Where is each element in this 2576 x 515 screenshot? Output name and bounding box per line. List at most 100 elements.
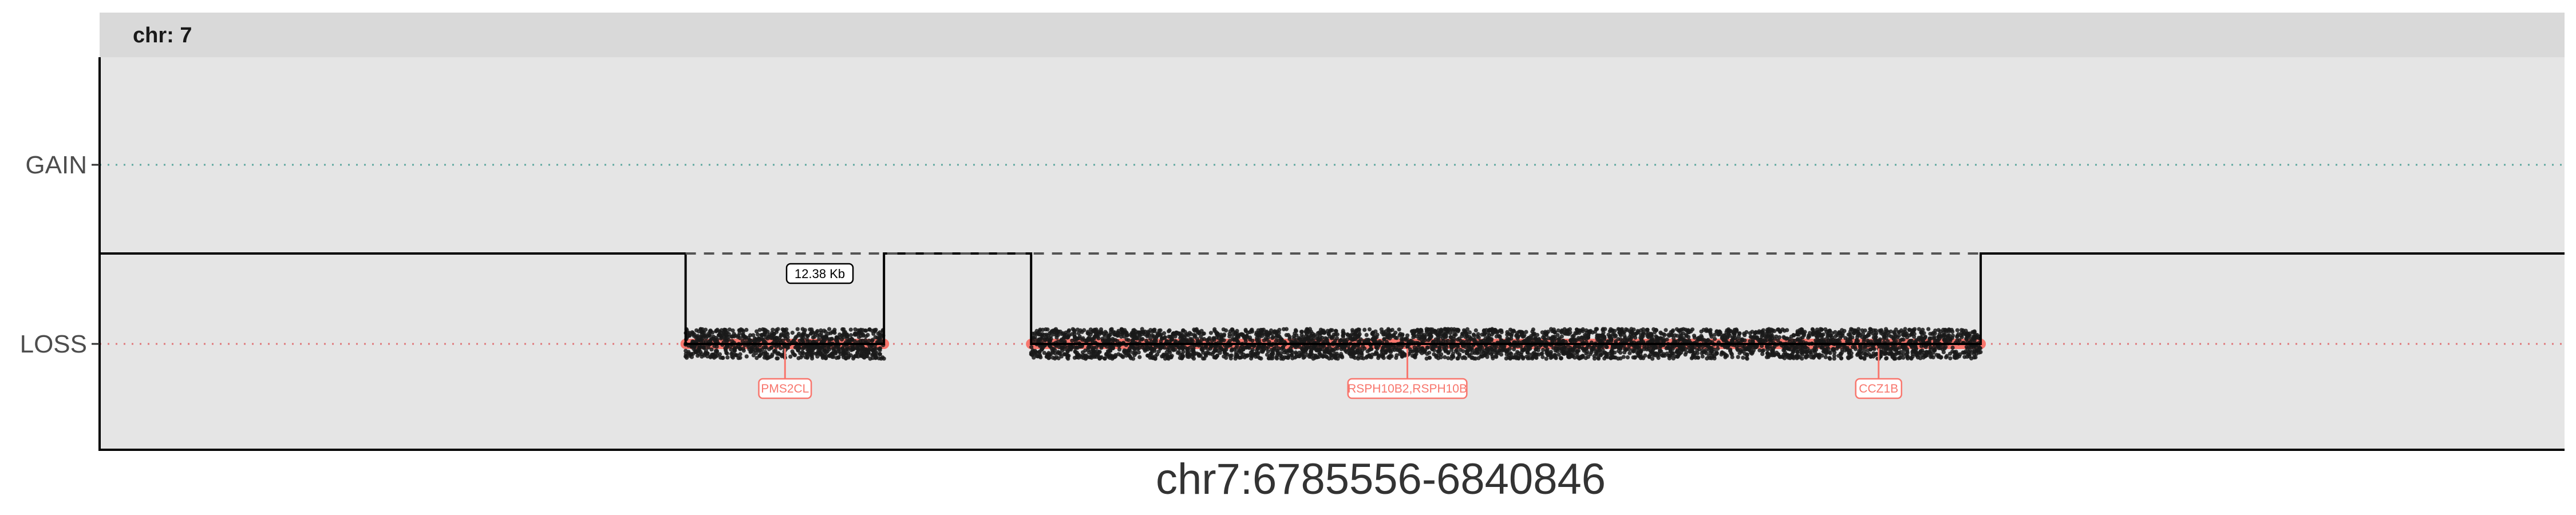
probe-point [1505,349,1510,354]
probe-point [1657,352,1661,357]
probe-point [1548,350,1553,354]
probe-point [1077,334,1082,339]
probe-point [1521,348,1526,352]
probe-point [878,348,882,352]
probe-point [744,336,748,340]
probe-point [1708,356,1712,360]
probe-point [1490,350,1494,355]
probe-point [1256,351,1261,355]
probe-point [1374,351,1378,356]
probe-point [702,330,706,335]
probe-point [1736,334,1741,339]
probe-point [1525,350,1530,355]
probe-point [1917,327,1921,331]
probe-point [1427,355,1432,360]
probe-point [686,350,691,354]
probe-point [1204,338,1210,343]
probe-point [756,332,760,337]
probe-point [1627,335,1632,339]
probe-point [1967,348,1972,352]
probe-point [1358,337,1363,342]
probe-point [1064,330,1068,335]
probe-point [1897,350,1901,355]
probe-point [1541,347,1546,352]
probe-point [800,346,805,351]
probe-point [817,337,821,342]
probe-point [724,351,729,355]
probe-point [758,352,762,357]
probe-point [1373,329,1378,334]
probe-point [1917,350,1922,355]
probe-point [1570,334,1575,339]
probe-point [1365,339,1370,343]
probe-point [1828,351,1832,355]
probe-point [1650,356,1655,361]
probe-point [1098,330,1103,335]
probe-point [761,339,766,344]
probe-point [1425,351,1429,356]
probe-point [1093,331,1098,336]
probe-point [1170,336,1175,341]
probe-point [1941,347,1945,352]
probe-point [704,348,708,353]
probe-point [1394,336,1399,340]
probe-point [840,327,845,332]
probe-point [1273,329,1277,334]
probe-point [1397,348,1402,353]
probe-point [856,347,860,352]
probe-point [1706,344,1711,349]
probe-point [727,327,732,332]
probe-point [1037,337,1041,342]
probe-point [1240,332,1245,337]
probe-point [1862,348,1867,353]
gene-label-text: RSPH10B2,RSPH10B [1348,382,1467,395]
probe-point [1677,347,1682,352]
probe-point [821,336,825,340]
probe-point [1530,329,1535,334]
probe-point [1054,333,1059,338]
probe-point [1494,354,1498,358]
probe-point [1456,344,1460,349]
probe-point [1124,353,1129,358]
probe-point [1494,344,1499,349]
probe-point [1243,329,1248,334]
probe-point [757,348,761,353]
probe-point [1325,328,1330,333]
x-axis-label: chr7:6785556-6840846 [1156,455,1606,504]
probe-point [1371,332,1376,337]
probe-point [1868,347,1873,352]
probe-point [1168,350,1172,355]
probe-point [1827,328,1832,333]
probe-point [775,356,779,360]
probe-point [1834,334,1838,339]
probe-point [1476,332,1480,336]
probe-point [1206,347,1211,352]
probe-point [700,352,704,356]
probe-point [873,354,878,358]
probe-point [1730,355,1735,359]
probe-point [1103,330,1108,334]
probe-point [698,327,703,332]
probe-point [1578,354,1583,359]
probe-point [1223,351,1228,356]
probe-point [824,354,829,359]
probe-point [1675,354,1680,359]
probe-point [1725,328,1729,332]
probe-point [1740,337,1745,342]
probe-point [1033,337,1037,342]
probe-point [1433,337,1438,342]
probe-point [1186,349,1191,354]
probe-point [1645,347,1649,352]
probe-point [715,327,720,332]
probe-point [1199,338,1204,342]
probe-point [1813,350,1818,355]
probe-point [1513,344,1518,348]
probe-point [1736,355,1740,359]
probe-point [1820,333,1824,338]
probe-point [813,332,818,336]
probe-point [1490,344,1495,349]
probe-point [1559,334,1564,339]
probe-point [1320,347,1325,352]
probe-point [1721,338,1726,343]
probe-point [1800,344,1804,349]
